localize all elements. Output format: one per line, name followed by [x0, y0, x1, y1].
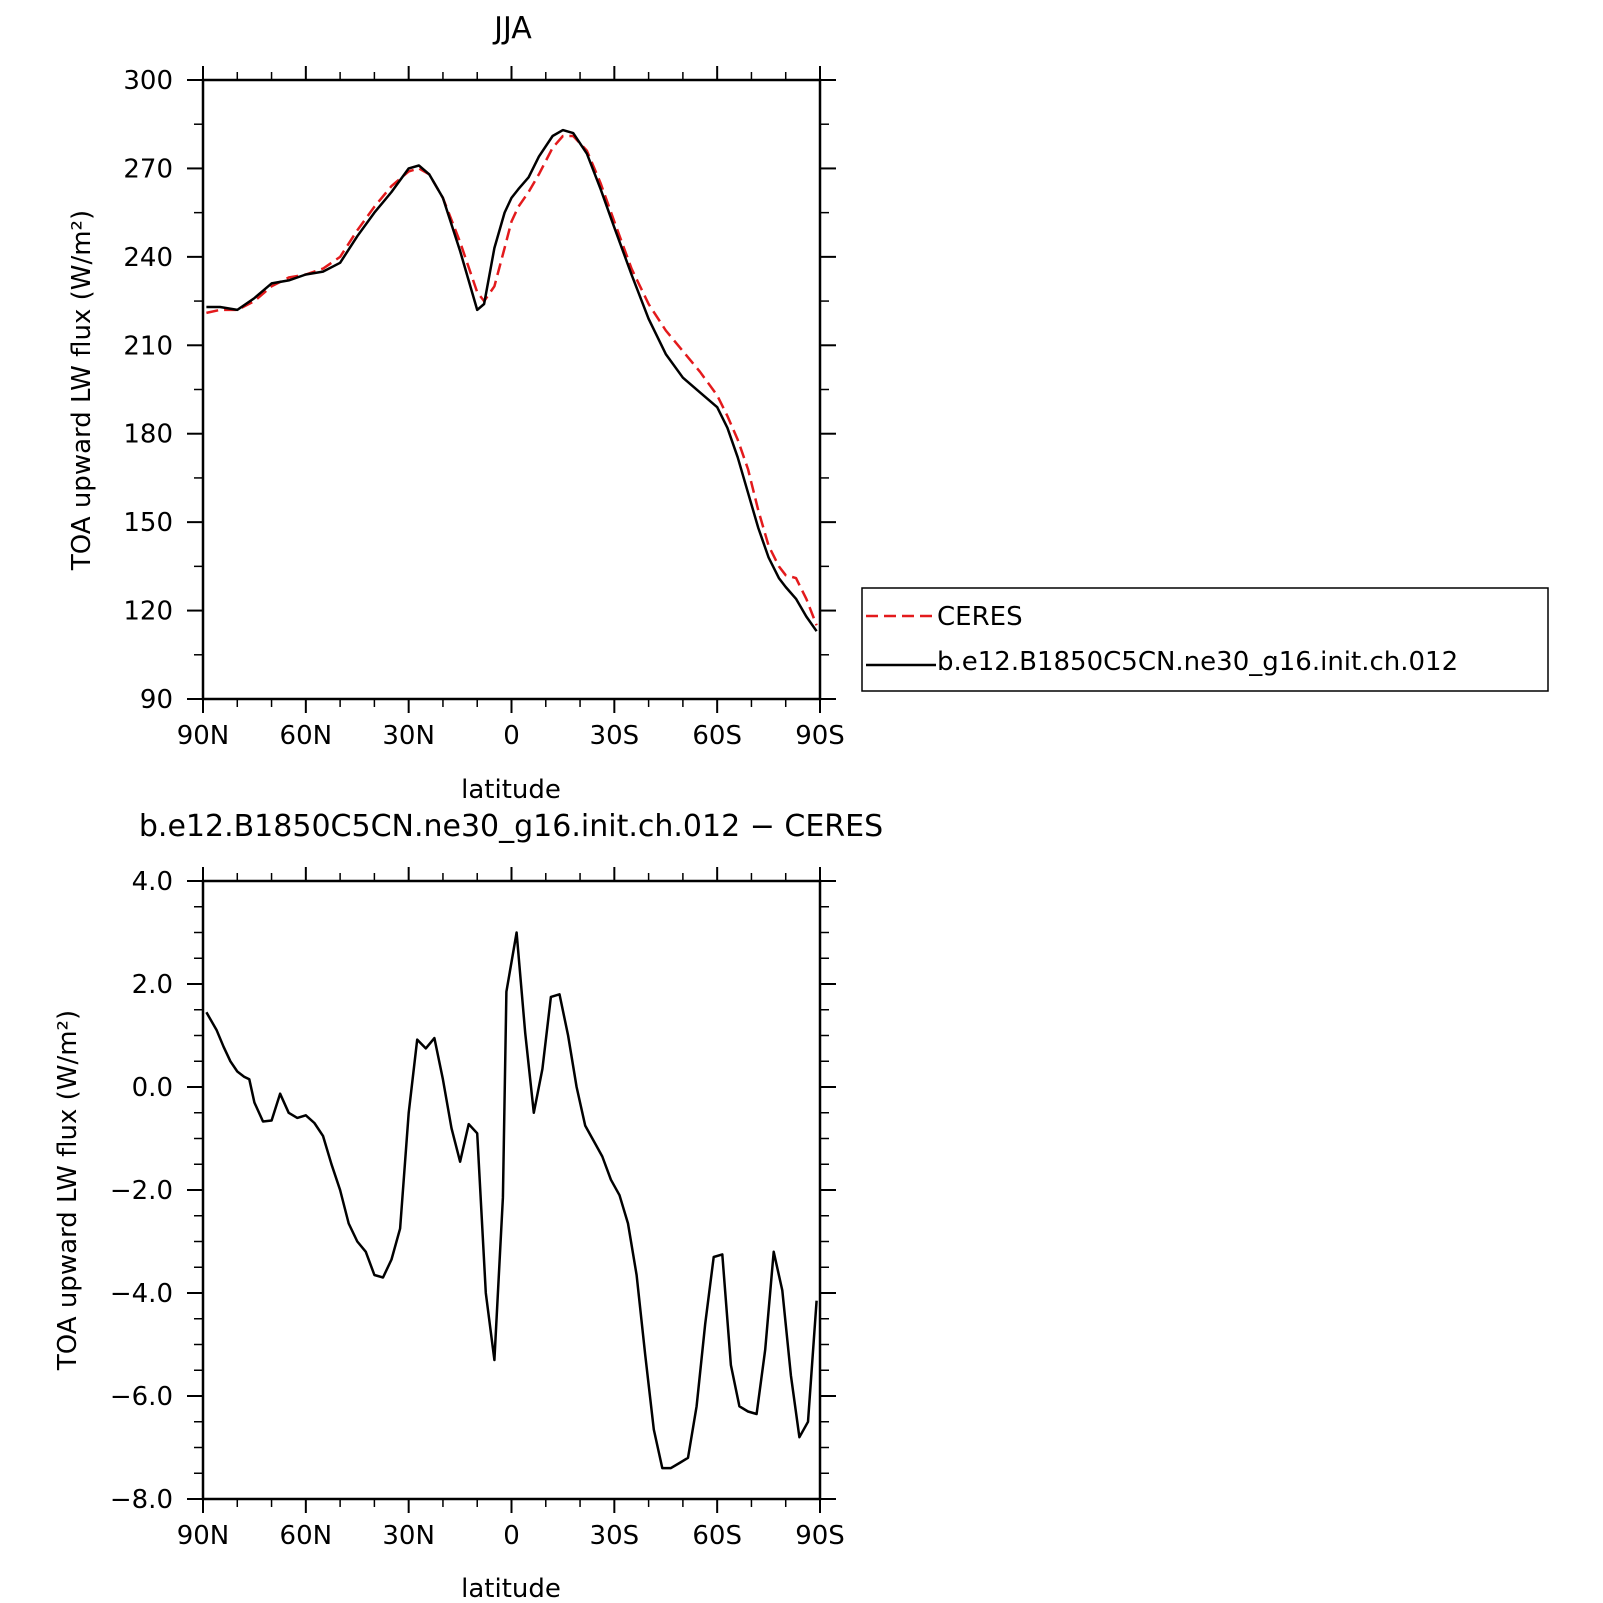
top-chart-panel: JJA 90N 60N 30N 0 30S 60S 90S 90 120 150 180 210 240… — [67, 11, 845, 805]
bottom-y-tick-label: −8.0 — [110, 1485, 173, 1515]
top-x-axis-label: latitude — [461, 775, 561, 805]
top-x-tick-label: 0 — [503, 721, 520, 751]
bottom-x-tick-label: 0 — [503, 1521, 520, 1551]
top-y-tick-label: 210 — [123, 331, 173, 361]
top-x-tick-label: 30S — [590, 721, 640, 751]
bottom-x-axis-label: latitude — [461, 1574, 561, 1603]
top-x-tick-label: 90N — [177, 721, 230, 751]
bottom-x-tick-label: 30S — [590, 1521, 640, 1551]
bottom-y-tick-label: −4.0 — [110, 1279, 173, 1309]
bottom-x-tick-label: 90S — [795, 1521, 845, 1551]
top-series-line-0 — [206, 134, 818, 626]
bottom-y-tick-label: −2.0 — [110, 1176, 173, 1206]
bottom-y-tick-label: −6.0 — [110, 1382, 173, 1412]
bottom-plot-frame — [201, 879, 822, 1501]
top-x-tick-label: 90S — [795, 721, 845, 751]
bottom-x-tick-label: 60N — [280, 1521, 333, 1551]
bottom-chart-panel: b.e12.B1850C5CN.ne30_g16.init.ch.012 − C… — [53, 809, 883, 1603]
bottom-y-axis-label: TOA upward LW flux (W/m²) — [53, 1010, 83, 1371]
top-chart-series — [206, 128, 818, 632]
legend-label-ceres: CERES — [937, 602, 1023, 632]
bottom-y-tick-label: 4.0 — [132, 867, 173, 897]
legend-box — [861, 587, 1549, 692]
bottom-y-tick-label: 0.0 — [132, 1073, 173, 1103]
legend: CERES b.e12.B1850C5CN.ne30_g16.init.ch.0… — [861, 587, 1549, 692]
bottom-x-tick-label: 60S — [692, 1521, 742, 1551]
top-y-tick-label: 120 — [123, 597, 173, 627]
top-y-axis-label: TOA upward LW flux (W/m²) — [67, 210, 97, 571]
top-chart-title: JJA — [492, 11, 532, 46]
top-x-tick-label: 30N — [382, 721, 435, 751]
bottom-chart-series — [205, 931, 818, 1470]
top-y-tick-label: 90 — [140, 685, 173, 715]
top-x-tick-label: 60S — [692, 721, 742, 751]
top-y-tick-label: 180 — [123, 420, 173, 450]
top-x-tick-label: 60N — [280, 721, 333, 751]
top-y-tick-label: 240 — [123, 243, 173, 273]
bottom-series-line-0 — [205, 931, 818, 1470]
top-plot-frame — [201, 78, 822, 701]
bottom-chart-title: b.e12.B1850C5CN.ne30_g16.init.ch.012 − C… — [139, 809, 883, 844]
top-y-tick-label: 150 — [123, 508, 173, 538]
top-series-line-1 — [206, 128, 818, 632]
top-y-tick-label: 300 — [123, 66, 173, 96]
bottom-x-tick-label: 90N — [177, 1521, 230, 1551]
bottom-chart-axes: 90N 60N 30N 0 30S 60S 90S −8.0 −6.0 −4.0 −2.0 0.0 2.… — [110, 867, 845, 1551]
bottom-y-tick-label: 2.0 — [132, 970, 173, 1000]
top-y-tick-label: 270 — [123, 154, 173, 184]
top-chart-axes: 90N 60N 30N 0 30S 60S 90S 90 120 150 180 210 240 270 3… — [123, 66, 845, 751]
legend-label-model: b.e12.B1850C5CN.ne30_g16.init.ch.012 — [937, 647, 1458, 677]
bottom-x-tick-label: 30N — [382, 1521, 435, 1551]
